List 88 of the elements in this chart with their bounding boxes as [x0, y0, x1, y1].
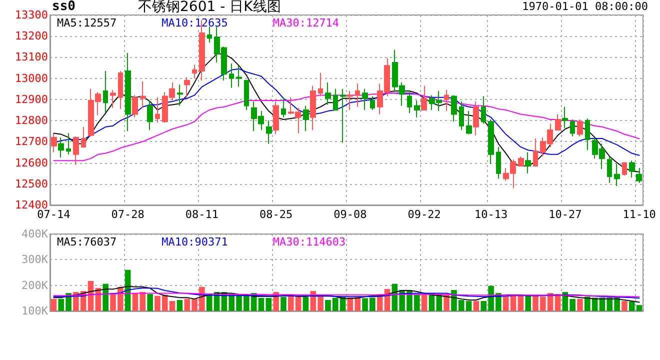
- candlestick: [125, 52, 131, 132]
- x-tick-label: 09-08: [334, 208, 367, 221]
- candlestick: [518, 156, 524, 166]
- candlestick: [362, 88, 368, 110]
- y-tick-label: 300K: [22, 253, 48, 266]
- candlestick: [147, 100, 153, 131]
- y-tick-label: 200K: [22, 278, 48, 292]
- candlestick: [266, 120, 272, 144]
- candlestick: [340, 88, 346, 144]
- candlestick: [451, 94, 457, 122]
- candlestick: [473, 101, 479, 136]
- candlestick: [562, 106, 568, 128]
- candlestick: [325, 82, 331, 106]
- candlestick: [103, 70, 108, 114]
- y-tick-label: 12500: [14, 177, 48, 190]
- text: MA30:12714: [272, 16, 340, 30]
- candlestick: [533, 138, 538, 166]
- candlestick: [555, 114, 561, 131]
- candlestick: [607, 156, 612, 184]
- text: MA30:114603: [272, 236, 346, 248]
- y-tick-label: 400K: [22, 228, 48, 240]
- line-series: [53, 92, 640, 162]
- candlestick: [303, 105, 309, 132]
- candlestick: [310, 85, 316, 131]
- x-tick-label: 09-22: [408, 208, 441, 221]
- candlestick: [347, 90, 353, 110]
- text: MA10:90371: [162, 236, 228, 248]
- candlestick: [192, 64, 197, 79]
- candlestick: [444, 89, 449, 112]
- candlestick: [421, 85, 427, 110]
- candlestick: [281, 96, 286, 118]
- y-tick-label: 12800: [14, 114, 48, 128]
- candlestick: [481, 96, 486, 124]
- x-tick-label: 07-28: [111, 208, 144, 221]
- candlestick: [58, 136, 64, 158]
- line-series: [53, 288, 640, 299]
- candlestick: [244, 80, 249, 110]
- candlestick: [614, 163, 620, 186]
- candlestick: [496, 146, 501, 180]
- candlestick: [229, 63, 234, 88]
- y-tick-label: 13000: [14, 72, 48, 85]
- text: 1970-01-01 08:00:00: [522, 0, 648, 13]
- candlestick: [51, 132, 57, 153]
- candlestick: [132, 94, 138, 118]
- candlestick: [355, 83, 360, 108]
- candlestick: [66, 132, 71, 155]
- candlestick: [207, 26, 212, 43]
- candlestick: [622, 162, 627, 176]
- candlestick: [577, 119, 583, 137]
- candlestick: [110, 89, 116, 108]
- x-tick-label: 10-13: [474, 208, 508, 221]
- line-series: [53, 54, 640, 172]
- y-tick-label: 12700: [14, 135, 48, 148]
- y-tick-label: 13200: [14, 30, 48, 43]
- y-tick-label: 13100: [14, 50, 48, 64]
- candlestick: [570, 119, 575, 137]
- y-tick-label: 100K: [22, 304, 48, 318]
- candlestick: [525, 152, 531, 174]
- candlestick: [140, 81, 146, 108]
- y-tick-label: 12900: [14, 92, 48, 106]
- text: MA5:76037: [57, 236, 117, 248]
- candlestick: [118, 70, 123, 110]
- y-tick-label: 13300: [14, 8, 48, 22]
- candlestick: [273, 101, 279, 135]
- text: ss0: [52, 0, 76, 14]
- candlestick: [184, 76, 190, 98]
- candlestick: [73, 136, 79, 166]
- candlestick: [459, 101, 464, 131]
- candlestick: [629, 160, 635, 178]
- candlestick: [155, 96, 160, 124]
- candlestick: [81, 126, 86, 148]
- x-tick-label: 08-11: [185, 208, 219, 221]
- x-tick-label: 08-25: [260, 208, 293, 221]
- candlestick: [466, 110, 472, 135]
- candlestick: [333, 88, 338, 110]
- text: MA5:12557: [57, 16, 117, 30]
- candlestick: [177, 84, 183, 106]
- candlestick: [585, 118, 590, 151]
- candlestick: [488, 119, 494, 164]
- candlestick: [636, 168, 642, 184]
- x-tick-label: 11-10: [622, 208, 656, 221]
- candlestick: [407, 92, 412, 114]
- candlestick: [370, 96, 375, 110]
- y-tick-label: 12600: [14, 156, 48, 170]
- candlestick: [236, 65, 242, 88]
- candlestick: [318, 72, 323, 97]
- x-tick-label: 10-27: [548, 208, 582, 221]
- candlestick: [414, 100, 420, 118]
